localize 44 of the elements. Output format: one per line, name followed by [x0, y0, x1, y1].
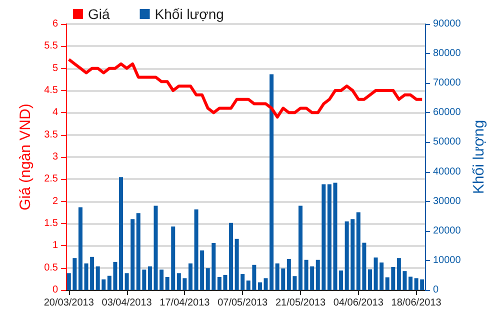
bar [368, 269, 372, 290]
x-tick-label: 07/05/2013 [218, 298, 268, 308]
bar [327, 184, 332, 290]
y-axis-title: Giá (ngàn VND) [17, 104, 34, 210]
y-tick-label: 1 [52, 240, 58, 252]
y2-tick-label: 60000 [433, 107, 462, 118]
y2-tick-label: 0 [433, 284, 439, 296]
y2-tick-label: 80000 [433, 48, 462, 60]
y-tick-label: 3 [52, 152, 58, 162]
bar [229, 222, 234, 290]
x-tick-label: 03/04/2013 [102, 298, 152, 308]
y2-tick-label: 40000 [433, 166, 462, 178]
x-tick-label: 17/04/2013 [160, 298, 210, 308]
y-tick-label: 0 [52, 284, 58, 296]
bar [78, 207, 82, 290]
y-tick-label: 2 [52, 196, 58, 207]
y-tick-label: 3.5 [44, 129, 58, 140]
y-tick-label: 4 [52, 107, 58, 118]
y-tick-label: 5.5 [44, 40, 58, 52]
bar [119, 177, 124, 290]
bar [148, 266, 152, 290]
x-tick-label: 04/06/2013 [333, 298, 384, 308]
x-tick-label: 18/06/2013 [391, 298, 442, 308]
y-tick-label: 2.5 [44, 174, 58, 185]
bar [188, 263, 192, 290]
y2-tick-label: 20000 [433, 225, 462, 236]
y2-tick-label: 70000 [433, 78, 462, 89]
legend-label: Khối lượng [154, 6, 224, 22]
x-tick-label: 20/03/2013 [44, 298, 94, 308]
y2-tick-label: 90000 [433, 18, 462, 30]
bar [408, 276, 413, 290]
y-tick-label: 0.5 [44, 262, 58, 274]
y-tick-label: 4.5 [44, 85, 58, 96]
y2-axis-title: Khối lượng [470, 120, 488, 194]
y-tick-label: 1.5 [44, 218, 58, 229]
y2-tick-label: 10000 [433, 254, 462, 266]
y-tick-label: 6 [52, 18, 58, 30]
legend-label: Giá [88, 6, 110, 22]
bar [258, 282, 262, 290]
y2-tick-label: 30000 [433, 196, 462, 207]
y2-tick-label: 50000 [433, 136, 462, 148]
y-tick-label: 5 [52, 62, 58, 74]
bar [298, 206, 303, 290]
x-tick-label: 21/05/2013 [275, 298, 326, 308]
